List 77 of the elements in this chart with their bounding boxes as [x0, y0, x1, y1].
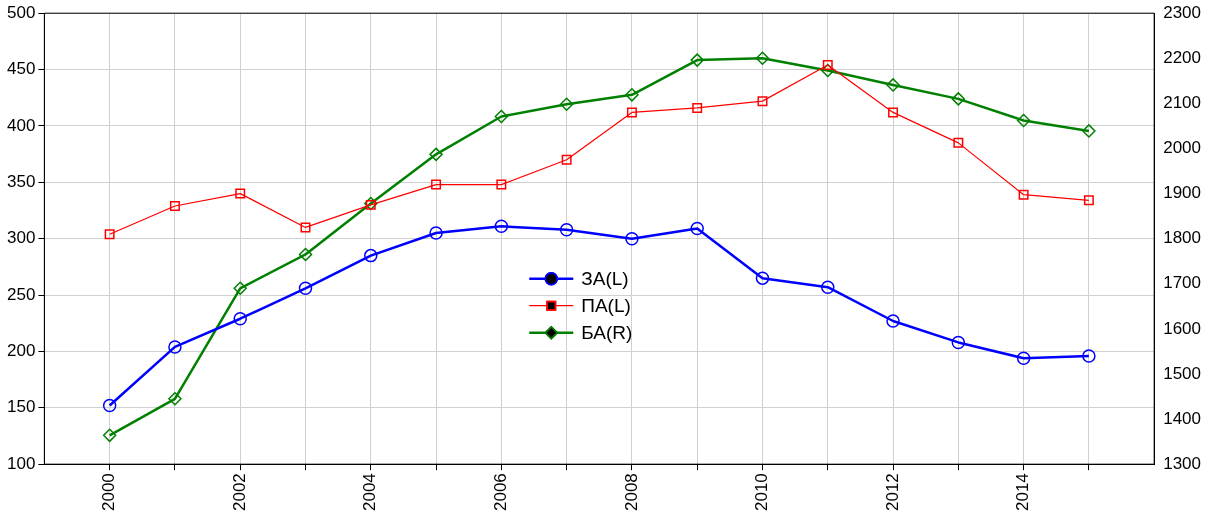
y-tick-label: 150: [6, 397, 36, 417]
point: [169, 201, 180, 211]
point: [233, 311, 247, 326]
point: [888, 107, 899, 118]
y2-tick-label: 2000: [1163, 138, 1202, 158]
point: [951, 335, 966, 350]
point: [1016, 113, 1031, 128]
point: [951, 92, 966, 106]
point: [886, 314, 900, 328]
y2-tick-label: 2200: [1163, 47, 1202, 67]
x-tick-label: 2010: [752, 473, 772, 512]
y-tick-label: 100: [6, 453, 36, 473]
point: [298, 247, 313, 262]
point: [755, 271, 770, 285]
point: [168, 340, 182, 354]
x-tick-label: 2008: [621, 473, 641, 512]
y2-tick-label: 2300: [1163, 2, 1202, 22]
x-tick-label: 2000: [99, 473, 119, 512]
point: [104, 229, 115, 240]
point: [429, 226, 443, 240]
y2-tick-label: 1400: [1163, 408, 1202, 428]
point: [559, 222, 574, 237]
point: [1082, 124, 1096, 138]
x-tick-label: 2014: [1013, 473, 1033, 512]
point: [821, 63, 835, 78]
legend-label: ЗА(L): [581, 267, 629, 289]
point: [298, 281, 313, 296]
point: [690, 53, 704, 67]
y-tick-label: 350: [6, 172, 36, 192]
y2-tick-label: 2100: [1163, 93, 1202, 113]
point: [494, 109, 509, 124]
point: [559, 97, 574, 112]
point: [496, 179, 507, 190]
x-tick-label: 2004: [360, 473, 380, 512]
y2-tick-label: 1700: [1163, 273, 1202, 293]
legend-label: ПА(L): [581, 294, 631, 316]
y-tick-label: 450: [6, 59, 36, 79]
y-tick-label: 400: [6, 115, 36, 135]
y2-tick-label: 1600: [1163, 318, 1202, 338]
point: [168, 392, 182, 406]
point: [235, 188, 246, 199]
x-tick-label: 2006: [491, 473, 511, 512]
point: [1018, 189, 1029, 200]
legend-label: БА(R): [581, 321, 633, 343]
point: [561, 154, 572, 165]
point: [300, 222, 311, 233]
y-tick-label: 500: [6, 2, 36, 22]
y2-tick-label: 1300: [1163, 453, 1202, 473]
point: [886, 78, 900, 92]
point: [821, 280, 835, 294]
point: [494, 219, 509, 234]
point: [431, 179, 442, 190]
point: [626, 107, 637, 118]
point: [233, 281, 247, 296]
point: [1082, 349, 1096, 363]
point: [1083, 195, 1094, 206]
x-tick-label: 2002: [229, 473, 249, 512]
point: [953, 137, 964, 148]
point: [1016, 351, 1031, 365]
y-tick-label: 200: [6, 341, 36, 361]
point: [822, 60, 833, 71]
point: [757, 96, 768, 107]
y2-tick-label: 1500: [1163, 363, 1202, 383]
point: [102, 398, 117, 413]
point: [364, 248, 378, 263]
y2-tick-label: 1800: [1163, 228, 1202, 248]
x-tick-label: 2012: [882, 473, 902, 512]
y-tick-label: 300: [6, 228, 36, 248]
point: [692, 102, 703, 113]
y-tick-label: 250: [6, 284, 36, 304]
y2-tick-label: 1900: [1163, 183, 1202, 203]
point: [102, 428, 117, 443]
point: [625, 231, 639, 246]
point: [755, 51, 770, 66]
point: [429, 147, 443, 162]
point: [625, 88, 639, 102]
point: [690, 221, 704, 236]
